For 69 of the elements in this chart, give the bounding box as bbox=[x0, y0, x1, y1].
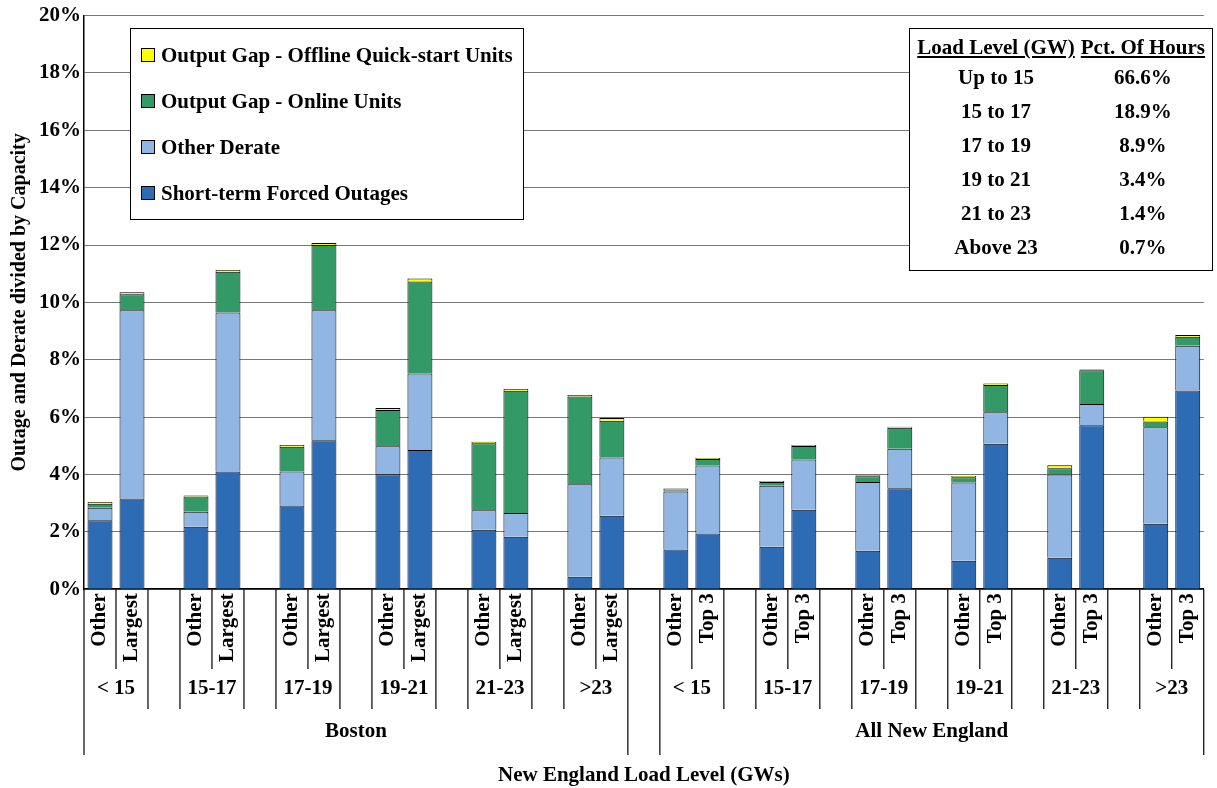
y-tick-label: 0% bbox=[49, 575, 81, 600]
text: 17-19 bbox=[859, 675, 909, 700]
x-tick-label: Other bbox=[278, 593, 303, 647]
y-tick-label: 10% bbox=[39, 288, 81, 313]
x-tick-label: Other bbox=[182, 593, 207, 647]
text: 19-21 bbox=[955, 675, 1005, 700]
text: All New England bbox=[855, 718, 1009, 743]
text: Boston bbox=[325, 718, 388, 743]
x-tick-label: Largest bbox=[502, 593, 527, 663]
text: 19-21 bbox=[379, 675, 429, 700]
category-label: Up to 15 bbox=[957, 63, 1035, 91]
x-tick-label: Other bbox=[662, 593, 687, 647]
y-tick-label: 14% bbox=[39, 174, 81, 199]
legend-label: Output Gap - Offline Quick-start Units bbox=[161, 42, 513, 68]
data-label: 18.9% bbox=[1113, 97, 1173, 125]
data-label: 66.6% bbox=[1113, 63, 1173, 91]
y-tick-label: 18% bbox=[39, 59, 81, 84]
x-tick-label: Other bbox=[854, 593, 879, 647]
x-tick-label: Top 3 bbox=[1078, 593, 1103, 644]
annotation: Load Level (GW) bbox=[916, 35, 1076, 60]
category-label: 19 to 21 bbox=[960, 165, 1032, 193]
text: 15-17 bbox=[187, 675, 237, 700]
x-tick-label: Largest bbox=[310, 593, 335, 663]
y-tick-label: 16% bbox=[39, 116, 81, 141]
text: 17-19 bbox=[283, 675, 333, 700]
x-tick-label: Other bbox=[1142, 593, 1167, 647]
x-tick-label: Other bbox=[1046, 593, 1071, 647]
annotation: Pct. Of Hours bbox=[1079, 35, 1206, 60]
text: 21-23 bbox=[1051, 675, 1101, 700]
x-tick-label: Largest bbox=[118, 593, 143, 663]
x-tick-label: Top 3 bbox=[790, 593, 815, 644]
y-tick-label: 4% bbox=[49, 460, 81, 485]
text: 21-23 bbox=[475, 675, 525, 700]
y-tick-label: 8% bbox=[49, 346, 81, 371]
y-tick-label: 6% bbox=[49, 403, 81, 428]
text: < 15 bbox=[672, 675, 711, 700]
x-tick-label: Top 3 bbox=[886, 593, 911, 644]
x-tick-label: Other bbox=[470, 593, 495, 647]
text: 15-17 bbox=[763, 675, 813, 700]
legend-label: Short-term Forced Outages bbox=[161, 180, 408, 206]
x-tick-label: Largest bbox=[214, 593, 239, 663]
data-label: 8.9% bbox=[1118, 131, 1168, 159]
legend-label: Other Derate bbox=[161, 134, 281, 160]
x-tick-label: Top 3 bbox=[982, 593, 1007, 644]
y-tick-label: 2% bbox=[49, 518, 81, 543]
x-tick-label: Other bbox=[374, 593, 399, 647]
x-tick-label: Other bbox=[566, 593, 591, 647]
x-axis-title: New England Load Level (GWs) bbox=[498, 762, 790, 787]
x-tick-label: Top 3 bbox=[694, 593, 719, 644]
legend-label: Output Gap - Online Units bbox=[161, 88, 402, 114]
text: < 15 bbox=[96, 675, 136, 700]
y-tick-label: 20% bbox=[39, 2, 81, 27]
text: >23 bbox=[579, 675, 613, 700]
text: >23 bbox=[1155, 675, 1189, 700]
category-label: 21 to 23 bbox=[960, 199, 1032, 227]
data-label: 1.4% bbox=[1118, 199, 1168, 227]
category-label: 15 to 17 bbox=[960, 97, 1032, 125]
x-tick-label: Other bbox=[950, 593, 975, 647]
x-tick-label: Largest bbox=[598, 593, 623, 663]
y-axis-title: Outage and Derate divided by Capacity bbox=[7, 133, 31, 472]
x-tick-label: Top 3 bbox=[1174, 593, 1199, 644]
category-label: 17 to 19 bbox=[960, 131, 1032, 159]
category-label: Above 23 bbox=[953, 233, 1039, 261]
x-tick-label: Other bbox=[758, 593, 783, 647]
x-tick-label: Largest bbox=[406, 593, 431, 663]
data-label: 0.7% bbox=[1118, 233, 1168, 261]
y-tick-label: 12% bbox=[39, 231, 81, 256]
data-label: 3.4% bbox=[1118, 165, 1168, 193]
x-tick-label: Other bbox=[86, 593, 111, 647]
